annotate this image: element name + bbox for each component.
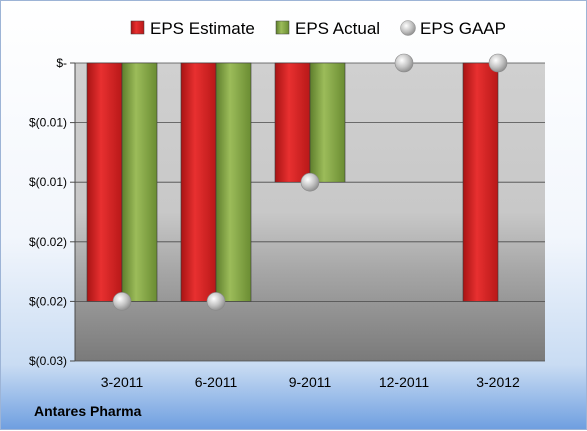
- point-eps-gaap: [300, 172, 320, 192]
- point-eps-gaap: [206, 292, 226, 311]
- y-tick-label: $(0.02): [29, 294, 67, 308]
- legend-label: EPS Estimate: [150, 19, 255, 38]
- bar-eps-estimate: [86, 62, 123, 302]
- legend-swatch: [130, 20, 145, 35]
- bar-eps-actual: [309, 62, 346, 183]
- legend-label: EPS Actual: [295, 19, 380, 38]
- bar-eps-estimate: [462, 62, 499, 302]
- legend-label: EPS GAAP: [420, 19, 506, 38]
- y-tick-label: $-: [56, 56, 67, 70]
- x-tick-label: 6-2011: [195, 374, 238, 390]
- legend: EPS Estimate EPS Actual EPS GAAP: [130, 19, 506, 38]
- x-tick-label: 9-2011: [289, 374, 332, 390]
- y-tick-label: $(0.01): [29, 175, 67, 189]
- y-tick-label: $(0.01): [29, 116, 67, 130]
- source-label: Antares Pharma: [34, 403, 142, 419]
- x-tick-label: 3-2011: [101, 374, 144, 390]
- point-eps-gaap: [488, 53, 508, 73]
- bars: [86, 62, 499, 302]
- bar-eps-actual: [215, 62, 252, 302]
- bar-eps-estimate: [180, 62, 217, 302]
- point-eps-gaap: [112, 292, 132, 311]
- bar-eps-estimate: [274, 62, 311, 183]
- legend-swatch: [400, 20, 416, 36]
- x-tick-label: 12-2011: [379, 374, 430, 390]
- y-axis: $- $(0.01) $(0.01) $(0.02) $(0.02) $(0.03): [29, 56, 76, 368]
- legend-swatch: [275, 20, 290, 35]
- y-tick-label: $(0.03): [29, 354, 67, 368]
- bar-eps-actual: [121, 62, 158, 302]
- x-axis: 3-2011 6-2011 9-2011 12-2011 3-2012: [101, 374, 520, 390]
- gaap-points: [112, 53, 508, 311]
- point-eps-gaap: [394, 53, 414, 73]
- x-tick-label: 3-2012: [476, 374, 520, 390]
- y-tick-label: $(0.02): [29, 235, 67, 249]
